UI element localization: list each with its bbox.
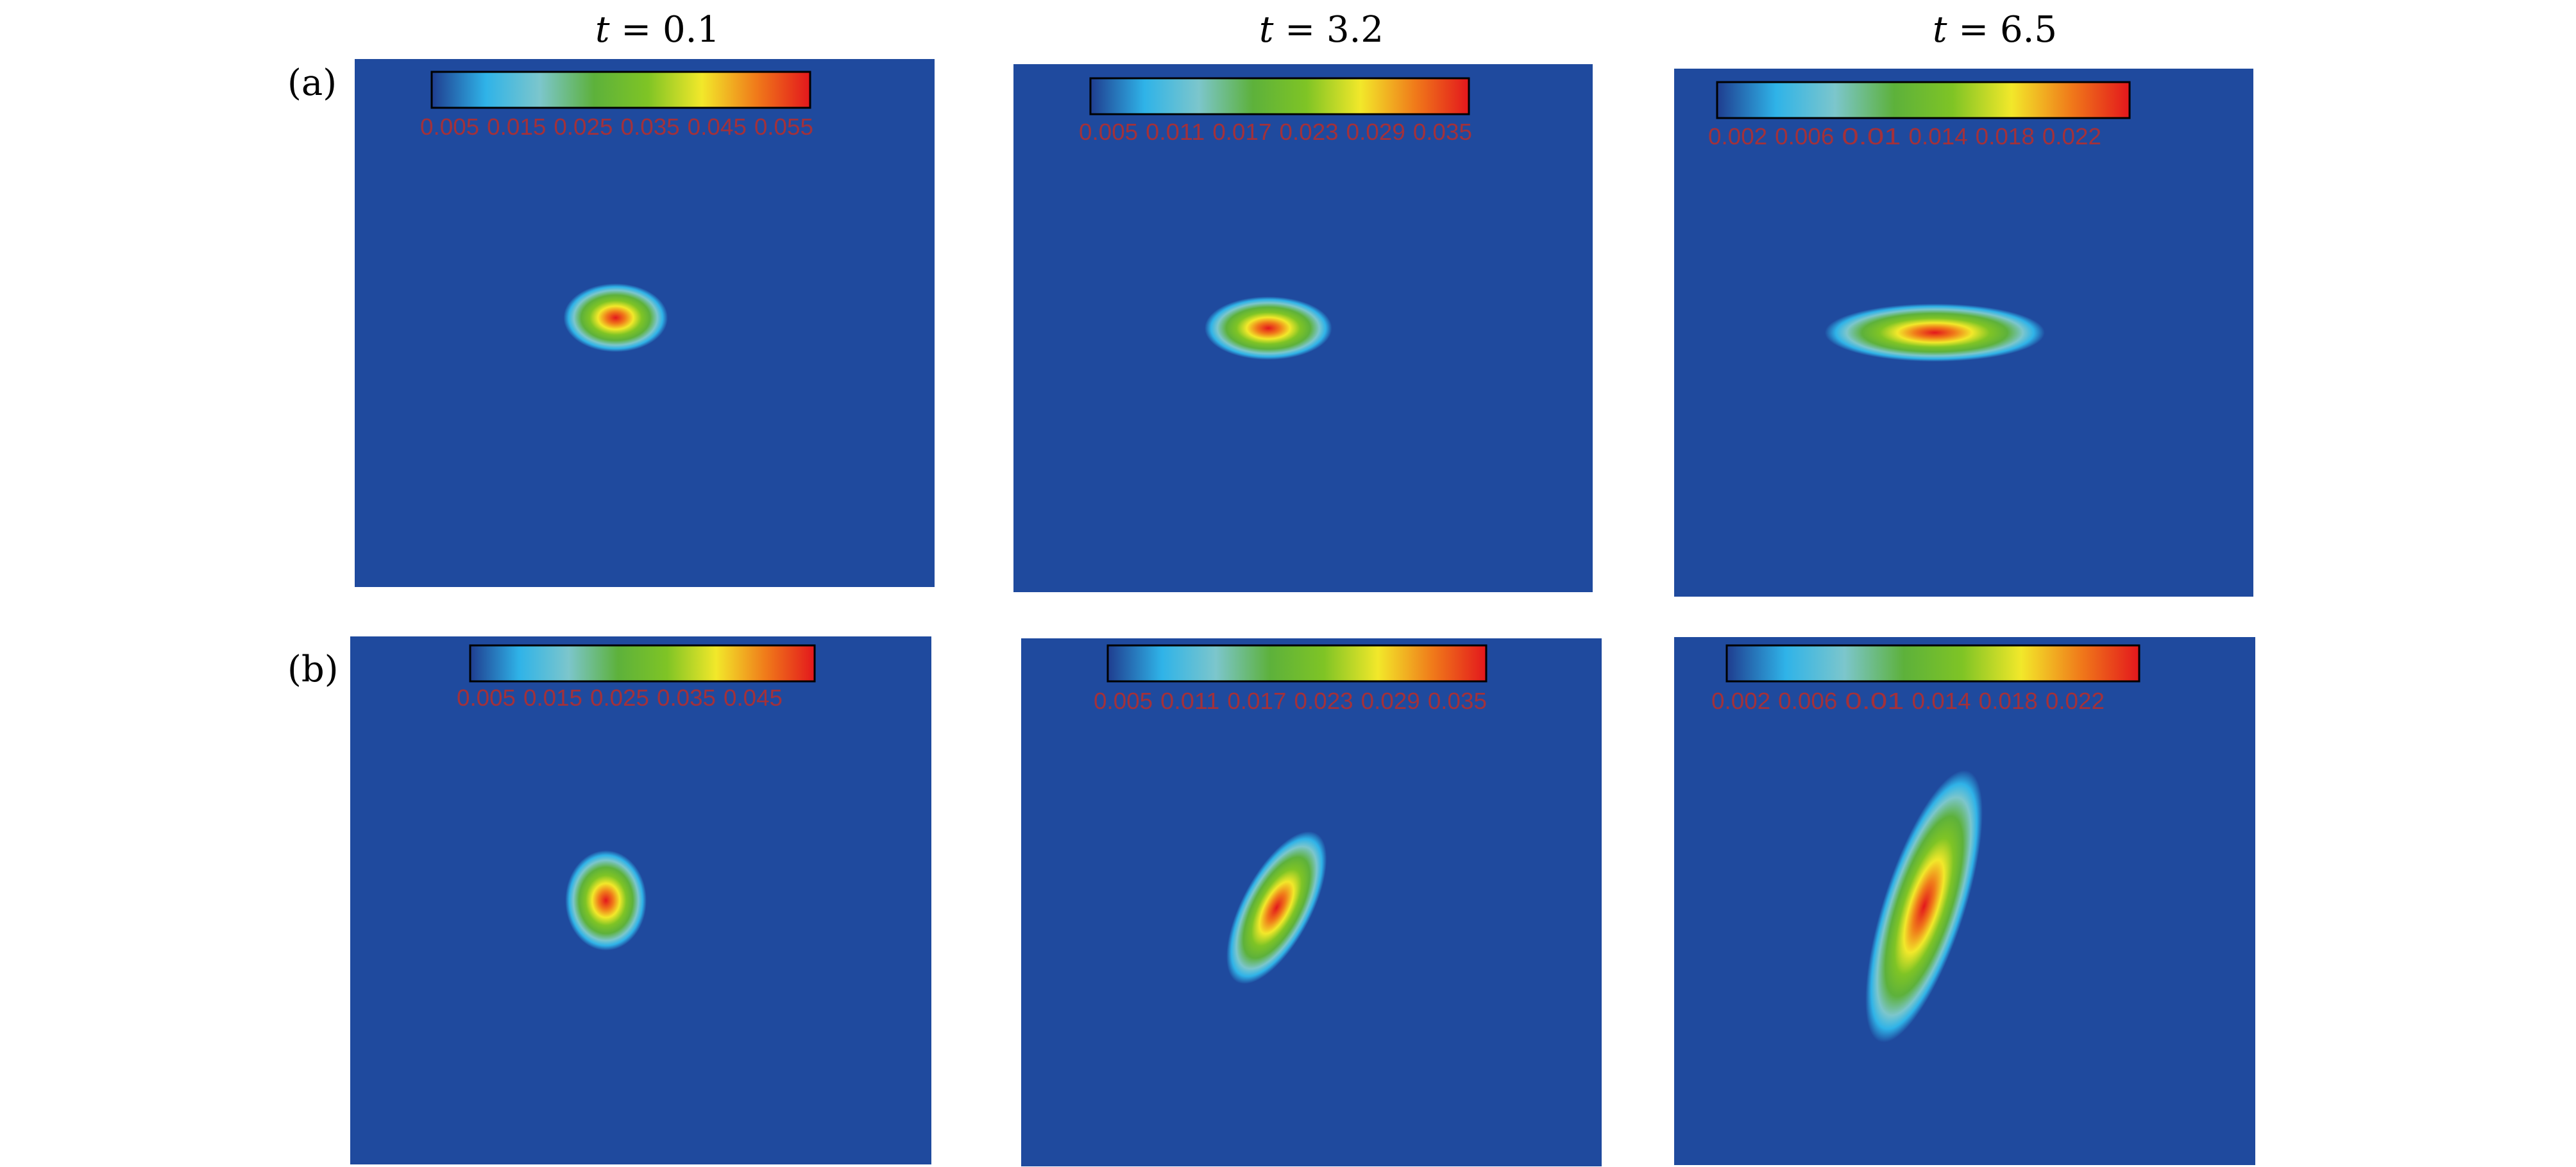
colorbar-tick-label: 0.002 — [1711, 688, 1770, 714]
column-title-2: t = 3.2 — [1259, 9, 1384, 51]
colorbar-tick-label: 0.045 — [688, 114, 747, 140]
colorbar-tick-label: 0.035 — [1413, 119, 1472, 145]
colorbar-tick-label: 0.014 — [1912, 688, 1971, 714]
colorbar-tick-label: 0.023 — [1280, 119, 1339, 145]
density-blob — [1865, 770, 1983, 1043]
row-label-a: (a) — [287, 62, 337, 104]
colorbar — [430, 71, 811, 109]
density-blob — [1226, 831, 1327, 984]
colorbar-tick-label: 0.055 — [754, 114, 813, 140]
row-label-b: (b) — [287, 649, 339, 690]
colorbar — [469, 644, 816, 683]
colorbar-tick-label: 0.011 — [1146, 119, 1205, 145]
colorbar-tick-label: 0.025 — [554, 114, 613, 140]
colorbar-tick-label: 0.011 — [1160, 688, 1219, 714]
colorbar-tick-label: 0.029 — [1346, 119, 1405, 145]
heatmap-panel-a3: 0.002 0.006 0.01 0.014 0.018 0.022 — [1674, 69, 2253, 597]
colorbar-tick-label: 0.005 — [420, 114, 479, 140]
colorbar — [1106, 644, 1487, 683]
colorbar-tick-label: 0.017 — [1212, 119, 1271, 145]
colorbar-tick-label: 0.035 — [1428, 688, 1487, 714]
density-blob — [1824, 303, 2045, 362]
panels-group: 0.005 0.015 0.025 0.035 0.045 0.055 0.005 0.011… — [350, 59, 2255, 1166]
heatmap-panel-b1: 0.005 0.015 0.025 0.035 0.045 — [350, 636, 931, 1164]
colorbar-tick-label: 0.005 — [457, 685, 516, 711]
colorbar-tick-label: 0.029 — [1361, 688, 1420, 714]
colorbar-tick-label: 0.015 — [487, 114, 546, 140]
heatmap-panel-a1: 0.005 0.015 0.025 0.035 0.045 0.055 — [355, 59, 935, 587]
colorbar-tick-label: 0.023 — [1294, 688, 1353, 714]
colorbar — [1725, 644, 2140, 683]
heatmap-panel-a2: 0.005 0.011 0.017 0.023 0.029 0.035 — [1013, 64, 1593, 592]
colorbar-tick-label: 0.014 — [1909, 123, 1968, 149]
colorbar-tick-label: 0.017 — [1227, 688, 1286, 714]
colorbar-tick-label: 0.025 — [590, 685, 649, 711]
colorbar — [1089, 77, 1470, 115]
column-title-3: t = 6.5 — [1933, 9, 2057, 51]
colorbar-tick-label: 0.005 — [1094, 688, 1153, 714]
heatmap-panel-b3: 0.002 0.006 0.01 0.014 0.018 0.022 — [1674, 637, 2255, 1165]
density-blob — [565, 850, 647, 951]
colorbar-tick-label: 0.022 — [2042, 123, 2101, 149]
colorbar-tick-label: 0.01 — [1845, 688, 1904, 714]
density-blob — [563, 283, 668, 352]
colorbar — [1716, 81, 2131, 119]
colorbar-tick-label: 0.018 — [1979, 688, 2038, 714]
colorbar-tick-label: 0.002 — [1708, 123, 1767, 149]
colorbar-tick-label: 0.005 — [1079, 119, 1138, 145]
column-title-1: t = 0.1 — [595, 9, 720, 51]
colorbar-tick-label: 0.045 — [724, 685, 783, 711]
colorbar-tick-label: 0.006 — [1775, 123, 1834, 149]
colorbar-tick-label: 0.006 — [1778, 688, 1837, 714]
colorbar-tick-label: 0.035 — [621, 114, 680, 140]
heatmap-panel-b2: 0.005 0.011 0.017 0.023 0.029 0.035 — [1021, 638, 1602, 1166]
colorbar-tick-label: 0.035 — [657, 685, 716, 711]
colorbar-tick-label: 0.022 — [2046, 688, 2105, 714]
colorbar-tick-label: 0.015 — [523, 685, 582, 711]
colorbar-tick-label: 0.018 — [1976, 123, 2035, 149]
colorbar-tick-label: 0.01 — [1842, 123, 1901, 149]
density-blob — [1204, 296, 1332, 360]
